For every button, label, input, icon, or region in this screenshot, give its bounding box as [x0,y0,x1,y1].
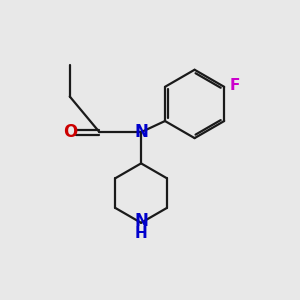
Text: N: N [134,123,148,141]
Text: O: O [63,123,77,141]
Text: N: N [134,212,148,230]
Text: F: F [230,78,240,93]
Text: H: H [135,226,148,241]
